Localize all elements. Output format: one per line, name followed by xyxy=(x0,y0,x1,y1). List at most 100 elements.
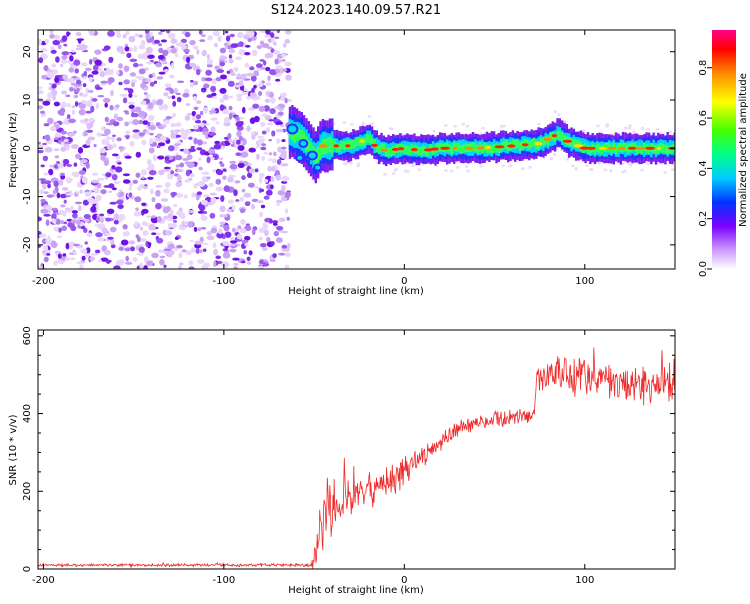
snr-y-label: SNR (10 * v/v) xyxy=(8,414,19,485)
noise-blob xyxy=(119,191,125,197)
noise-blob xyxy=(236,233,243,241)
faint-noise-blob xyxy=(640,126,645,130)
noise-blob xyxy=(265,91,271,96)
noise-blob xyxy=(95,216,101,222)
noise-blob xyxy=(263,259,268,263)
noise-blob xyxy=(127,88,134,94)
noise-blob xyxy=(275,174,282,181)
noise-blob xyxy=(105,172,112,178)
noise-blob xyxy=(82,83,87,88)
ridge-hotspot xyxy=(430,147,439,151)
noise-blob xyxy=(243,192,252,198)
noise-blob xyxy=(248,168,255,174)
noise-blob xyxy=(229,160,237,164)
noise-blob xyxy=(117,204,124,210)
noise-blob xyxy=(40,180,46,185)
noise-blob xyxy=(172,220,178,223)
noise-blob xyxy=(267,75,271,81)
noise-blob xyxy=(43,256,49,263)
noise-blob xyxy=(163,188,170,194)
ridge-segment xyxy=(368,134,371,144)
noise-blob xyxy=(230,243,237,247)
noise-blob xyxy=(244,44,251,48)
noise-blob xyxy=(90,105,95,113)
ridge-segment xyxy=(366,133,369,143)
noise-blob xyxy=(222,248,229,252)
noise-blob xyxy=(100,189,107,195)
noise-blob xyxy=(46,253,51,256)
noise-blob xyxy=(75,191,80,194)
noise-blob xyxy=(234,238,240,242)
noise-blob xyxy=(202,194,210,198)
noise-blob xyxy=(181,249,187,253)
colorbar-tick-label: 0.0 xyxy=(698,261,709,277)
noise-blob xyxy=(223,60,228,63)
noise-blob xyxy=(125,130,131,135)
noise-blob xyxy=(108,56,114,63)
noise-blob xyxy=(259,172,265,178)
noise-blob xyxy=(135,172,141,178)
noise-blob xyxy=(276,159,282,165)
noise-blob xyxy=(85,162,90,169)
noise-blob xyxy=(77,245,82,249)
noise-blob xyxy=(244,52,251,56)
noise-blob xyxy=(195,100,202,104)
noise-blob xyxy=(238,41,244,47)
ridge-hotspot xyxy=(392,147,399,152)
noise-blob xyxy=(49,34,56,39)
noise-blob xyxy=(238,49,246,56)
noise-blob xyxy=(107,30,115,37)
noise-blob xyxy=(43,123,50,127)
noise-blob xyxy=(162,49,169,57)
noise-blob xyxy=(49,46,55,50)
noise-blob xyxy=(87,136,96,141)
noise-blob xyxy=(168,74,175,79)
noise-blob xyxy=(54,77,60,83)
noise-blob xyxy=(186,113,193,116)
noise-blob xyxy=(139,237,147,242)
noise-blob xyxy=(272,41,277,46)
noise-blob xyxy=(42,250,46,254)
noise-blob xyxy=(231,204,236,211)
ridge-hotspot xyxy=(380,148,388,152)
noise-blob xyxy=(138,244,145,247)
noise-blob xyxy=(210,85,217,93)
noise-blob xyxy=(108,190,113,193)
noise-blob xyxy=(226,70,231,75)
noise-blob xyxy=(242,106,246,114)
faint-noise-blob xyxy=(509,164,513,168)
noise-blob xyxy=(126,52,132,59)
noise-blob xyxy=(235,227,240,233)
noise-blob xyxy=(154,138,159,143)
noise-blob xyxy=(124,261,133,265)
noise-blob xyxy=(239,196,245,202)
noise-blob xyxy=(59,112,65,116)
noise-blob xyxy=(188,266,195,269)
noise-blob xyxy=(285,30,292,35)
noise-blob xyxy=(275,199,283,203)
noise-blob xyxy=(219,214,224,218)
noise-blob xyxy=(78,205,82,212)
snr-y-tick-label: 200 xyxy=(22,482,33,501)
noise-blob xyxy=(110,244,116,249)
noise-blob xyxy=(134,33,140,38)
noise-blob xyxy=(46,71,55,79)
faint-noise-blob xyxy=(388,127,393,131)
noise-blob xyxy=(201,76,207,82)
noise-blob xyxy=(256,135,265,139)
ridge-segment xyxy=(356,137,360,146)
noise-blob xyxy=(50,207,58,211)
noise-blob xyxy=(111,153,119,157)
noise-blob xyxy=(189,173,195,178)
noise-blob xyxy=(279,69,283,74)
heatmap-x-tick-label: 0 xyxy=(401,276,407,287)
noise-blob xyxy=(138,110,146,118)
noise-blob xyxy=(229,33,235,38)
noise-blob xyxy=(179,262,184,266)
noise-blob xyxy=(280,150,287,154)
heatmap-y-tick-label: -10 xyxy=(22,188,33,204)
noise-blob xyxy=(204,107,208,114)
noise-blob xyxy=(42,155,49,162)
noise-blob xyxy=(271,130,276,137)
noise-blob xyxy=(105,259,111,264)
